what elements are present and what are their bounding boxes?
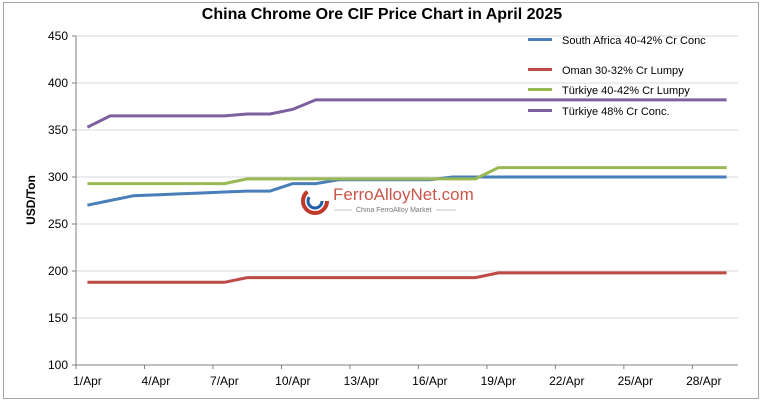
y-tick-label: 100: [48, 358, 68, 372]
legend-label-2: Türkiye 40-42% Cr Lumpy: [562, 85, 690, 97]
y-tick-label: 300: [48, 170, 68, 184]
legend-label-0: South Africa 40-42% Cr Conc: [562, 35, 706, 47]
axes: [75, 36, 738, 369]
legend-label-3: Türkiye 48% Cr Conc.: [562, 106, 670, 118]
legend-label-1: Oman 30-32% Cr Lumpy: [562, 65, 684, 77]
x-tick-labels: 1/Apr 4/Apr 7/Apr 10/Apr 13/Apr 16/Apr 19/Apr 2…: [73, 374, 721, 388]
series-line-3: [86, 98, 727, 129]
legend-swatch-1: [528, 68, 552, 71]
x-tick-label: 19/Apr: [481, 374, 516, 388]
legend-swatch-2: [528, 88, 552, 91]
y-tick-labels: 100 150 200 250 300 350 400 450: [48, 29, 68, 372]
y-tick-label: 400: [48, 76, 68, 90]
y-tick-label: 200: [48, 264, 68, 278]
series-line-2: [87, 166, 727, 186]
series-lines: [86, 98, 727, 284]
y-tick-label: 150: [48, 311, 68, 325]
x-tick-label: 16/Apr: [412, 374, 447, 388]
watermark-brand: FerroAlloyNet.com: [333, 185, 474, 204]
y-tick-label: 250: [48, 217, 68, 231]
watermark-logo-icon: [301, 187, 329, 215]
y-tick-label: 350: [48, 123, 68, 137]
x-tick-label: 28/Apr: [686, 374, 721, 388]
legend-swatch-3: [528, 109, 552, 112]
watermark-tagline: China FerroAlloy Market: [356, 207, 432, 214]
x-tick-label: 1/Apr: [73, 374, 102, 388]
y-tick-label: 450: [48, 29, 68, 43]
series-line-1: [87, 271, 727, 284]
chart-frame: [3, 2, 759, 399]
watermark: FerroAlloyNet.com China FerroAlloy Marke…: [301, 185, 474, 215]
legend-swatch-0: [528, 38, 552, 41]
x-tick-label: 25/Apr: [618, 374, 653, 388]
chart-title: China Chrome Ore CIF Price Chart in Apri…: [201, 6, 563, 23]
x-tick-label: 10/Apr: [275, 374, 310, 388]
x-tick-label: 4/Apr: [142, 374, 171, 388]
x-tick-label: 13/Apr: [344, 374, 379, 388]
legend: South Africa 40-42% Cr Conc Oman 30-32% …: [528, 35, 706, 118]
x-tick-label: 7/Apr: [210, 374, 239, 388]
x-tick-label: 22/Apr: [549, 374, 584, 388]
